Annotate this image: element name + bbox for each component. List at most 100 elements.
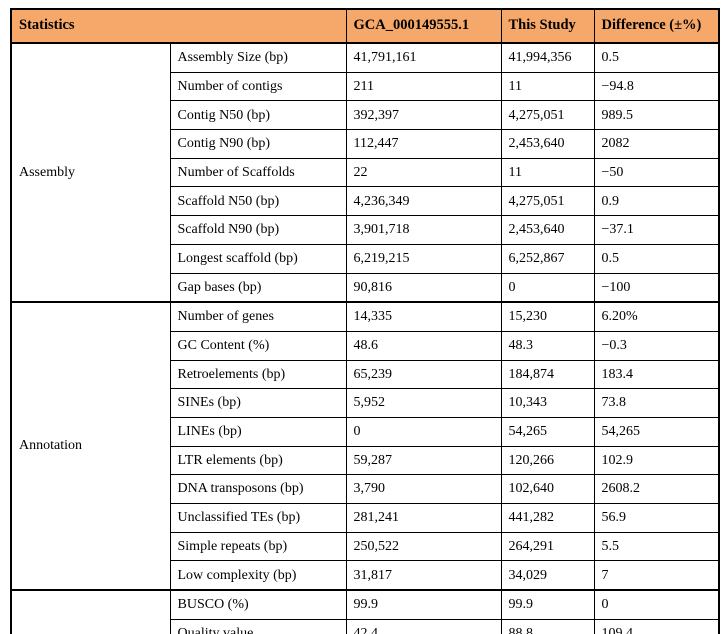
header-difference-column: Difference (±%)	[593, 8, 720, 44]
study-value-cell: 15,230	[500, 301, 595, 332]
table-row: Quality AssessmentBUSCO (%)99.999.90	[10, 589, 720, 634]
stat-name-cell: Number of contigs	[169, 71, 347, 102]
stat-name-cell: Longest scaffold (bp)	[169, 243, 347, 274]
study-value-cell: 11	[500, 157, 595, 188]
gca-value-cell: 42.4	[345, 618, 502, 634]
study-value-cell: 88.8	[500, 618, 595, 634]
table-row: Low complexity (bp) 31,817 34,029 7	[11, 560, 720, 591]
study-value-cell: 10,343	[500, 388, 595, 418]
study-value-cell: 184,874	[500, 359, 595, 390]
gca-value-cell: 6,219,215	[345, 243, 502, 274]
gca-value-cell: 4,236,349	[345, 186, 502, 217]
gca-value-cell: 14,335	[345, 301, 502, 332]
table-row: Quality value 42.4 88.8 109.4	[11, 618, 720, 634]
study-value-cell: 2,453,640	[500, 215, 595, 245]
stat-name-cell: Gap bases (bp)	[169, 272, 347, 303]
stat-name-cell: LTR elements (bp)	[169, 445, 347, 476]
difference-value-cell: 54,265	[593, 416, 720, 447]
stat-name-cell: Unclassified TEs (bp)	[169, 503, 347, 533]
difference-value-cell: 109.4	[593, 618, 720, 634]
stat-name-cell: Quality value	[169, 618, 347, 634]
table-row: SINEs (bp) 5,952 10,343 73.8	[11, 388, 720, 418]
study-value-cell: 48.3	[500, 330, 595, 361]
difference-value-cell: 0	[593, 589, 720, 620]
difference-value-cell: 2082	[593, 129, 720, 159]
study-value-cell: 11	[500, 71, 595, 102]
table-row: LINEs (bp) 0 54,265 54,265	[11, 416, 720, 447]
group-label-assembly: Assembly	[10, 41, 171, 303]
gca-value-cell: 281,241	[345, 503, 502, 533]
difference-value-cell: 183.4	[593, 359, 720, 390]
table-header-row: Statistics GCA_000149555.1 This Study Di…	[10, 8, 720, 44]
table-row: DNA transposons (bp) 3,790 102,640 2608.2	[11, 474, 720, 504]
difference-value-cell: 7	[593, 560, 720, 591]
difference-value-cell: 2608.2	[593, 474, 720, 504]
study-value-cell: 6,252,867	[500, 243, 595, 274]
gca-value-cell: 90,816	[345, 272, 502, 303]
difference-value-cell: 0.9	[593, 186, 720, 217]
gca-value-cell: 250,522	[345, 531, 502, 562]
gca-value-cell: 3,901,718	[345, 215, 502, 245]
difference-value-cell: 6.20%	[593, 301, 720, 332]
study-value-cell: 120,266	[500, 445, 595, 476]
stat-name-cell: SINEs (bp)	[169, 388, 347, 418]
table-body: Assembly Assembly Size (bp) 41,791,161 41,9…	[10, 41, 720, 634]
difference-value-cell: 56.9	[593, 503, 720, 533]
difference-value-cell: 102.9	[593, 445, 720, 476]
group-label-annotation: Annotation	[10, 301, 171, 591]
table-row: Contig N90 (bp) 112,447 2,453,640 2082	[11, 129, 720, 159]
table-row: Number of Scaffolds 22 11 −50	[11, 157, 720, 188]
stat-name-cell: Retroelements (bp)	[169, 359, 347, 390]
table-row: Simple repeats (bp) 250,522 264,291 5.5	[11, 531, 720, 562]
table-row: Annotation Number of genes 14,335 15,230 6.2…	[10, 301, 720, 591]
table-row: Scaffold N90 (bp) 3,901,718 2,453,640 −37.1	[11, 215, 720, 245]
stat-name-cell: Scaffold N90 (bp)	[169, 215, 347, 245]
study-value-cell: 2,453,640	[500, 129, 595, 159]
difference-value-cell: −0.3	[593, 330, 720, 361]
table-row: Number of contigs 211 11 −94.8	[11, 71, 720, 102]
statistics-table: Statistics GCA_000149555.1 This Study Di…	[10, 8, 720, 634]
study-value-cell: 34,029	[500, 560, 595, 591]
study-value-cell: 54,265	[500, 416, 595, 447]
difference-value-cell: 73.8	[593, 388, 720, 418]
stat-name-cell: GC Content (%)	[169, 330, 347, 361]
gca-value-cell: 0	[345, 416, 502, 447]
gca-value-cell: 392,397	[345, 100, 502, 131]
gca-value-cell: 31,817	[345, 560, 502, 591]
header-this-study-column: This Study	[500, 8, 595, 44]
stat-name-cell: Number of Scaffolds	[169, 157, 347, 188]
study-value-cell: 264,291	[500, 531, 595, 562]
stat-name-cell: Scaffold N50 (bp)	[169, 186, 347, 217]
study-value-cell: 441,282	[500, 503, 595, 533]
header-statistics: Statistics	[10, 8, 347, 44]
difference-value-cell: −50	[593, 157, 720, 188]
difference-value-cell: 5.5	[593, 531, 720, 562]
gca-value-cell: 59,287	[345, 445, 502, 476]
stat-name-cell: Contig N50 (bp)	[169, 100, 347, 131]
gca-value-cell: 48.6	[345, 330, 502, 361]
stat-name-cell: Low complexity (bp)	[169, 560, 347, 591]
table-row: LTR elements (bp) 59,287 120,266 102.9	[11, 445, 720, 476]
difference-value-cell: −37.1	[593, 215, 720, 245]
stat-name-cell: Assembly Size (bp)	[169, 41, 347, 73]
difference-value-cell: −100	[593, 272, 720, 303]
study-value-cell: 4,275,051	[500, 100, 595, 131]
stat-name-cell: Number of genes	[169, 301, 347, 332]
gca-value-cell: 3,790	[345, 474, 502, 504]
stat-name-cell: Contig N90 (bp)	[169, 129, 347, 159]
stat-name-cell: LINEs (bp)	[169, 416, 347, 447]
gca-value-cell: 112,447	[345, 129, 502, 159]
table-row: Longest scaffold (bp) 6,219,215 6,252,867 0…	[11, 243, 720, 274]
table-row: Gap bases (bp) 90,816 0 −100	[11, 272, 720, 303]
gca-value-cell: 22	[345, 157, 502, 188]
study-value-cell: 0	[500, 272, 595, 303]
gca-value-cell: 99.9	[345, 589, 502, 620]
table-row: GC Content (%) 48.6 48.3 −0.3	[11, 330, 720, 361]
gca-value-cell: 41,791,161	[345, 41, 502, 73]
table-row: Assembly Assembly Size (bp) 41,791,161 41,9…	[10, 41, 720, 303]
gca-value-cell: 5,952	[345, 388, 502, 418]
group-label-quality-assessment: Quality Assessment	[10, 589, 171, 634]
table-row: Contig N50 (bp) 392,397 4,275,051 989.5	[11, 100, 720, 131]
study-value-cell: 4,275,051	[500, 186, 595, 217]
